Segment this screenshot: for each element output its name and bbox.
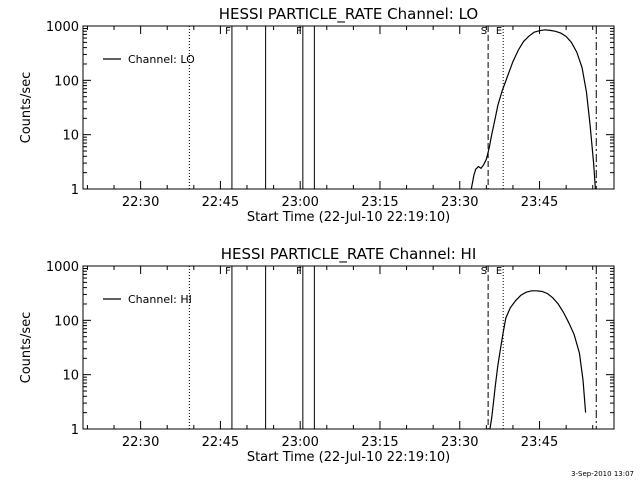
y-axis-label: Counts/sec — [19, 312, 34, 384]
y-tick-label: 1 — [71, 183, 79, 198]
y-tick-label: 1000 — [46, 260, 79, 275]
x-tick-label: 23:45 — [521, 195, 558, 210]
x-tick-label: 23:15 — [361, 435, 398, 450]
y-tick-label: 1 — [71, 423, 79, 438]
event-marker-label: E — [496, 266, 502, 277]
x-tick-label: 23:45 — [521, 435, 558, 450]
y-tick-label: 100 — [54, 314, 79, 329]
event-marker-label: S — [481, 26, 487, 37]
footer-timestamp: 3-Sep-2010 13:07 — [571, 470, 634, 478]
x-tick-label: 22:45 — [202, 195, 239, 210]
chart-title: HESSI PARTICLE_RATE Channel: LO — [219, 5, 478, 24]
chart-panel-1: HESSI PARTICLE_RATE Channel: LO Counts/se… — [19, 5, 615, 225]
x-tick-label: 22:45 — [202, 435, 239, 450]
event-marker-label: F — [225, 266, 231, 277]
y-tick-label: 10 — [62, 129, 79, 144]
plot-frame — [82, 265, 615, 430]
legend-entry: Channel: HI — [128, 293, 192, 306]
y-tick-label: 1000 — [46, 20, 79, 35]
x-tick-label: 23:00 — [281, 435, 318, 450]
x-tick-label: 22:30 — [122, 435, 159, 450]
x-tick-label: 23:00 — [281, 195, 318, 210]
event-marker-label: F — [225, 26, 231, 37]
legend-entry: Channel: LO — [128, 53, 195, 66]
plot-frame — [82, 25, 615, 190]
event-marker-label: F — [296, 26, 302, 37]
y-tick-label: 10 — [62, 369, 79, 384]
series-line — [470, 29, 596, 190]
y-tick-label: 100 — [54, 74, 79, 89]
chart-panel-2: HESSI PARTICLE_RATE Channel: HI Counts/se… — [19, 245, 615, 465]
x-tick-label: 22:30 — [122, 195, 159, 210]
chart-title: HESSI PARTICLE_RATE Channel: HI — [221, 245, 477, 264]
event-marker-label: F — [296, 266, 302, 277]
x-tick-label: 23:30 — [441, 195, 478, 210]
x-axis-label: Start Time (22-Jul-10 22:19:10) — [247, 450, 450, 465]
event-marker-label: S — [481, 266, 487, 277]
y-axis-label: Counts/sec — [19, 72, 34, 144]
x-tick-label: 23:15 — [361, 195, 398, 210]
x-tick-label: 23:30 — [441, 435, 478, 450]
series-line — [489, 290, 587, 430]
event-marker-label: E — [496, 26, 502, 37]
x-axis-label: Start Time (22-Jul-10 22:19:10) — [247, 210, 450, 225]
